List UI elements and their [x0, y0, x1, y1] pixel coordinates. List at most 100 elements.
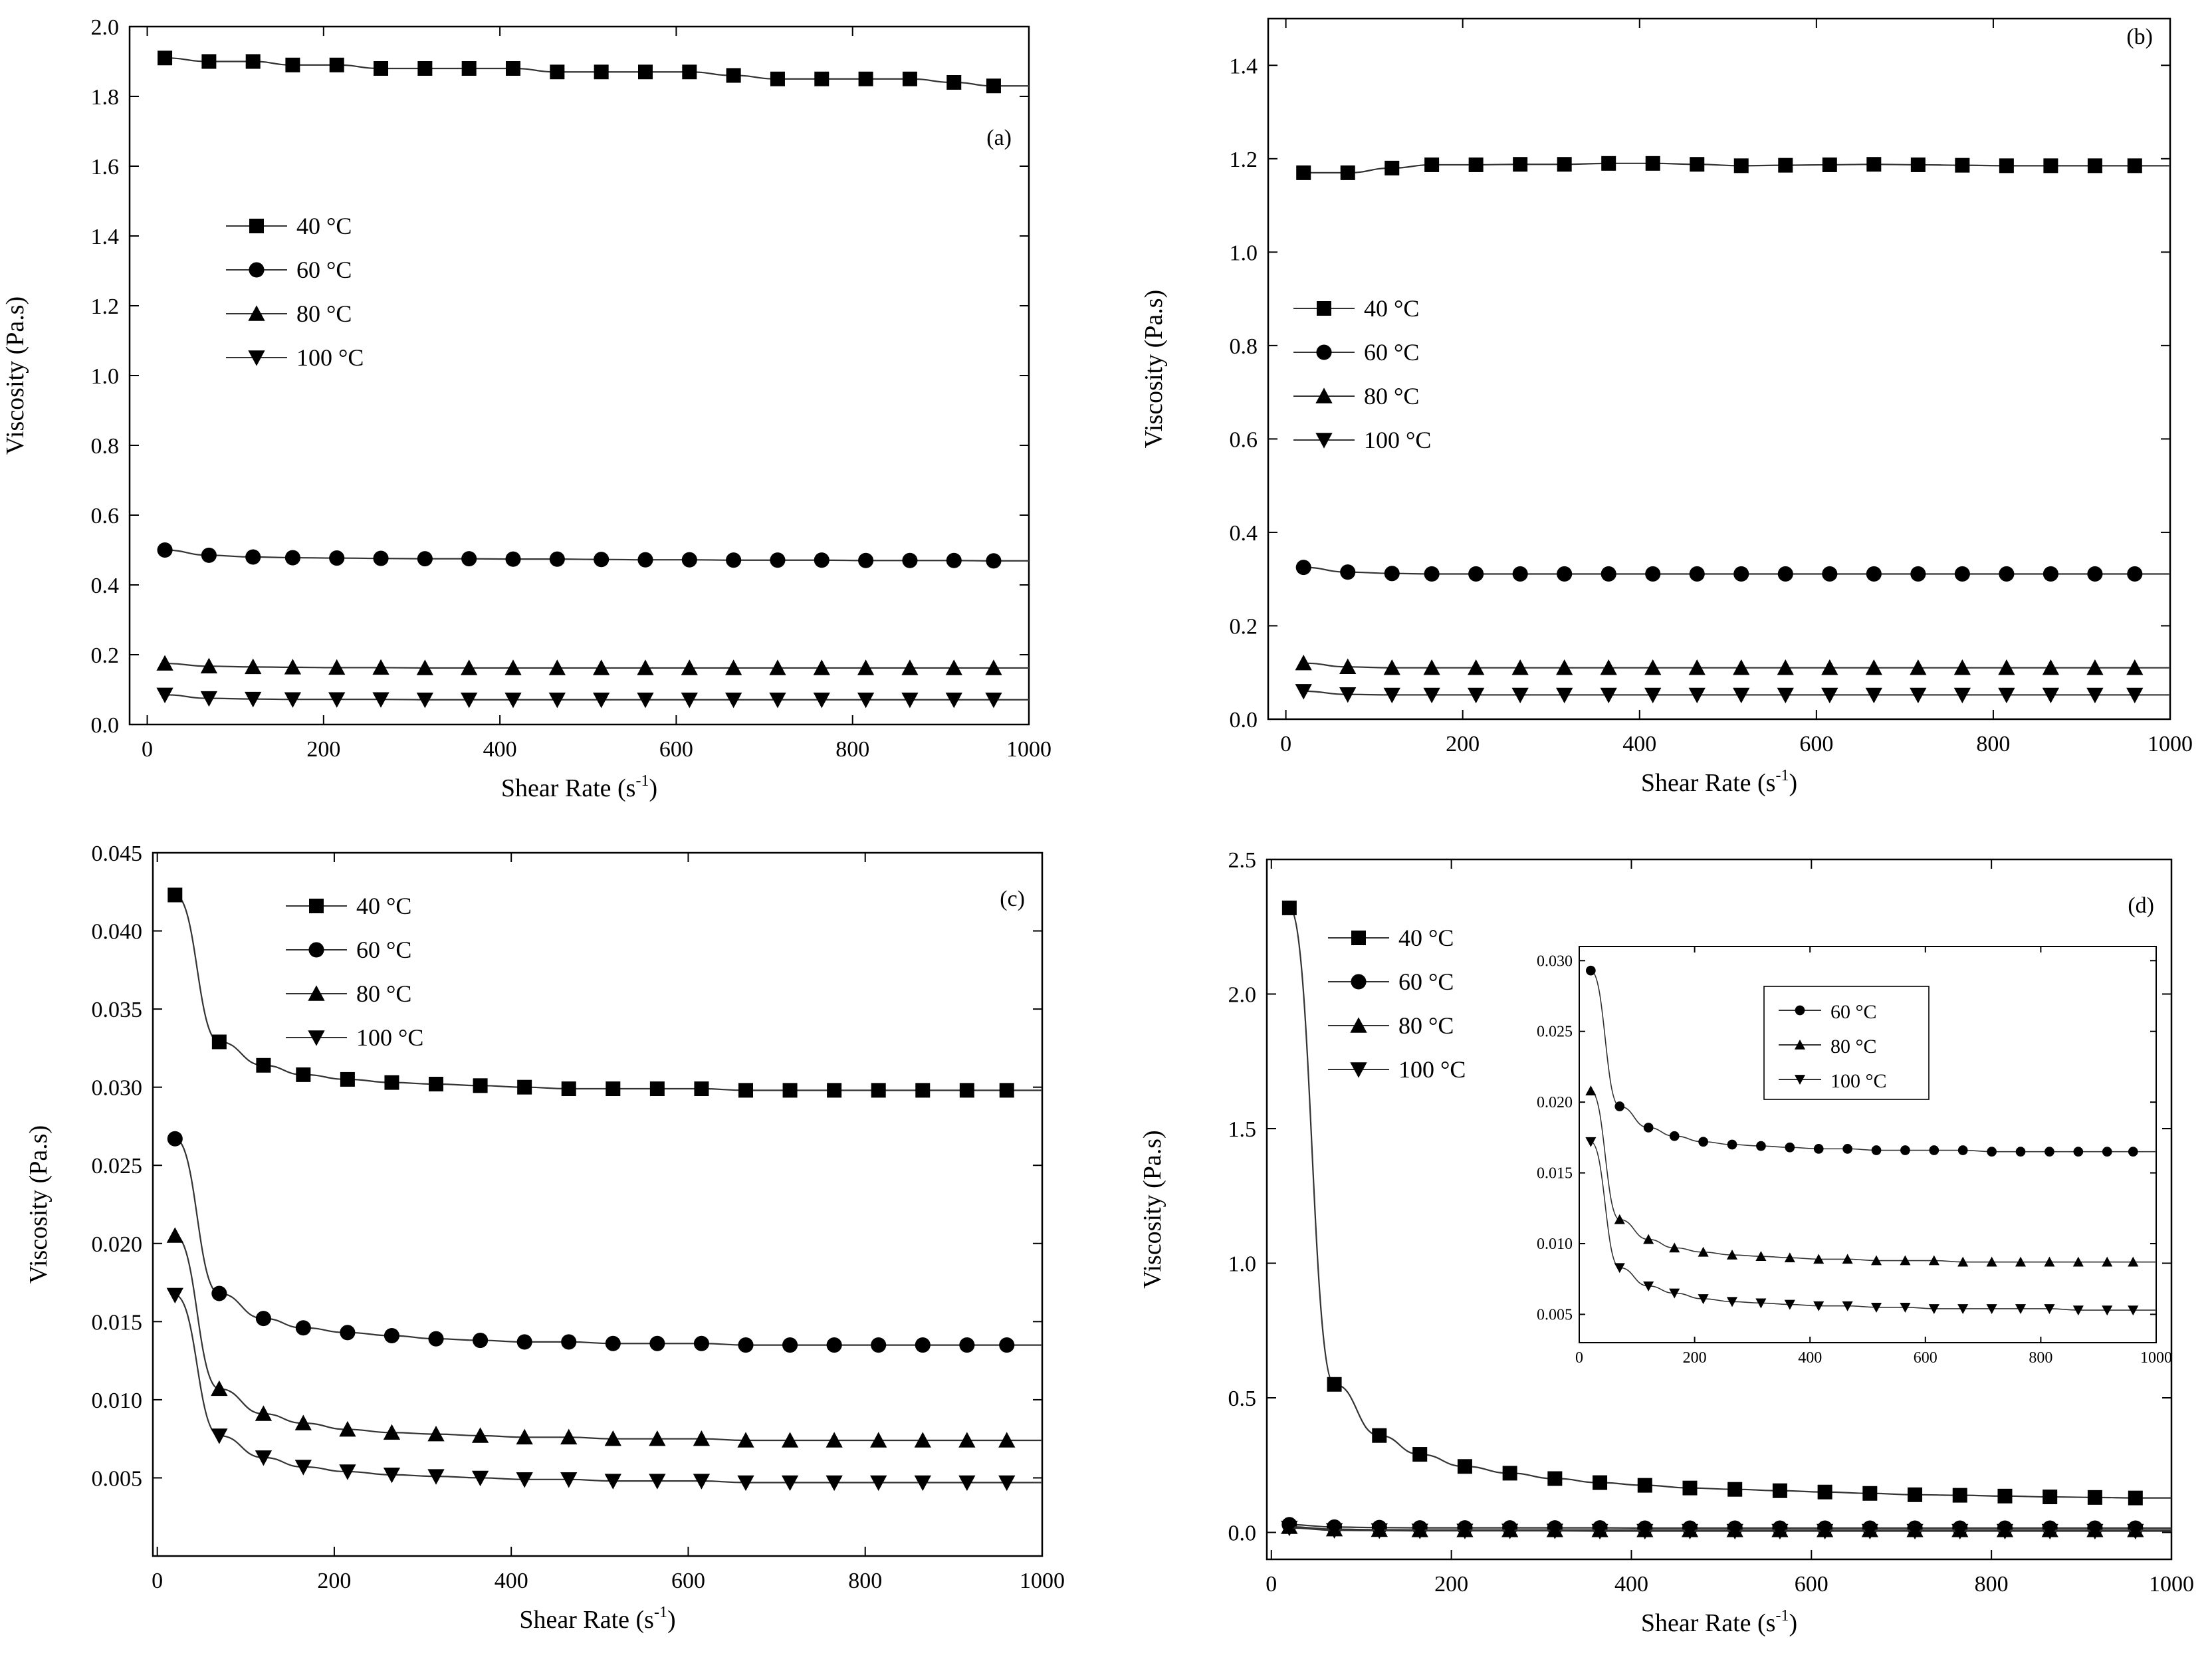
- data-point: [814, 71, 830, 86]
- data-point: [637, 552, 653, 568]
- plot-frame: [1267, 17, 2171, 721]
- legend-marker: [1350, 1017, 1367, 1033]
- data-point: [339, 1420, 356, 1437]
- data-point: [201, 547, 217, 563]
- data-point: [2102, 1147, 2112, 1157]
- data-point: [1866, 157, 1882, 172]
- data-point: [1339, 687, 1357, 703]
- data-point: [604, 1474, 621, 1490]
- data-point: [471, 1427, 489, 1443]
- y-tick-label: 0.0: [1228, 1521, 1257, 1546]
- data-point: [504, 659, 522, 675]
- data-point: [1957, 1256, 1969, 1267]
- x-tick-label: 200: [306, 737, 340, 762]
- data-point: [1955, 158, 1970, 173]
- data-point: [1816, 1523, 1834, 1540]
- legend-label: 40 °C: [356, 893, 411, 919]
- data-point: [871, 1083, 886, 1098]
- data-point: [1371, 1523, 1388, 1539]
- data-point: [166, 1227, 183, 1243]
- data-point: [1556, 687, 1573, 704]
- x-axis-title: Shear Rate (s-1): [1641, 767, 1797, 797]
- data-point: [1645, 156, 1660, 171]
- data-point: [1557, 566, 1573, 582]
- data-point: [2042, 687, 2060, 704]
- data-point: [1645, 566, 1661, 582]
- data-point: [945, 692, 962, 709]
- legend-marker: [309, 899, 324, 913]
- data-point: [1372, 1428, 1387, 1443]
- data-point: [1727, 1139, 1737, 1150]
- data-point: [870, 1475, 887, 1492]
- data-point: [1586, 965, 1596, 976]
- legend-label: 100 °C: [1830, 1070, 1887, 1092]
- data-point: [985, 692, 1002, 709]
- data-point: [693, 1474, 711, 1490]
- data-point: [1871, 1145, 1882, 1155]
- y-tick-label: 0.030: [1537, 952, 1573, 970]
- data-point: [781, 1432, 799, 1448]
- data-point: [2128, 1147, 2138, 1157]
- data-point: [1957, 1145, 1968, 1155]
- legend-label: 80 °C: [1830, 1036, 1877, 1058]
- x-tick-label: 0: [1575, 1349, 1583, 1367]
- data-point: [1557, 157, 1572, 172]
- data-point: [2015, 1256, 2027, 1267]
- data-point: [156, 687, 173, 704]
- data-point: [1546, 1523, 1564, 1539]
- data-point: [826, 1337, 842, 1353]
- data-point: [637, 659, 654, 675]
- data-point: [826, 1475, 843, 1492]
- data-point: [2015, 1147, 2026, 1157]
- legend-label: 80 °C: [1398, 1012, 1454, 1039]
- data-point: [211, 1380, 228, 1396]
- data-point: [1682, 1480, 1698, 1496]
- data-point: [1669, 1242, 1680, 1253]
- data-point: [461, 692, 478, 709]
- data-point: [998, 1475, 1016, 1492]
- data-point: [294, 1414, 312, 1430]
- x-tick-label: 200: [1434, 1572, 1468, 1597]
- x-tick-label: 400: [1798, 1349, 1822, 1367]
- x-axis-title-superscript: -1: [1775, 767, 1789, 784]
- data-point: [2086, 659, 2104, 675]
- data-point: [593, 692, 610, 709]
- y-tick-label: 1.4: [1230, 54, 1258, 78]
- data-point: [328, 659, 346, 675]
- data-point: [516, 1428, 533, 1445]
- legend-marker: [248, 350, 265, 366]
- panel-label: (c): [1000, 887, 1025, 911]
- x-axis-title: Shear Rate (s-1): [501, 772, 657, 802]
- x-tick-label: 1000: [2149, 1572, 2194, 1597]
- y-tick-label: 0.0: [1230, 708, 1258, 732]
- data-point: [1296, 165, 1311, 180]
- data-point: [255, 1405, 273, 1421]
- legend-label: 40 °C: [296, 213, 352, 239]
- x-tick-label: 200: [317, 1569, 351, 1593]
- data-point: [2015, 1304, 2027, 1314]
- y-tick-label: 0.0: [91, 713, 120, 738]
- data-point: [1822, 157, 1837, 172]
- legend-marker: [249, 262, 265, 278]
- data-point: [1928, 1255, 1939, 1266]
- plot-area: [156, 51, 1029, 709]
- data-point: [1726, 1523, 1743, 1540]
- data-point: [157, 542, 173, 558]
- legend-marker: [249, 219, 264, 233]
- data-point: [2128, 1305, 2139, 1316]
- data-point: [1339, 658, 1357, 675]
- data-point: [901, 659, 919, 675]
- data-point: [782, 1337, 798, 1353]
- data-point: [693, 1430, 711, 1446]
- x-axis-title-text: Shear Rate (s: [1641, 1609, 1776, 1637]
- data-point: [1733, 659, 1750, 675]
- data-point: [1777, 566, 1793, 582]
- legend: 40 °C 60 °C 80 °C 100 °C: [1293, 295, 1431, 453]
- data-point: [2128, 1256, 2139, 1267]
- legend-marker: [308, 1030, 325, 1046]
- chart-panel-c: 0 200 400 600 800 1000 0.005 0.010 0.015 0.020 0.0…: [25, 841, 1065, 1634]
- data-point: [1681, 1523, 1699, 1540]
- y-tick-label: 0.005: [1537, 1306, 1573, 1323]
- data-point: [516, 1334, 532, 1350]
- data-point: [284, 692, 302, 708]
